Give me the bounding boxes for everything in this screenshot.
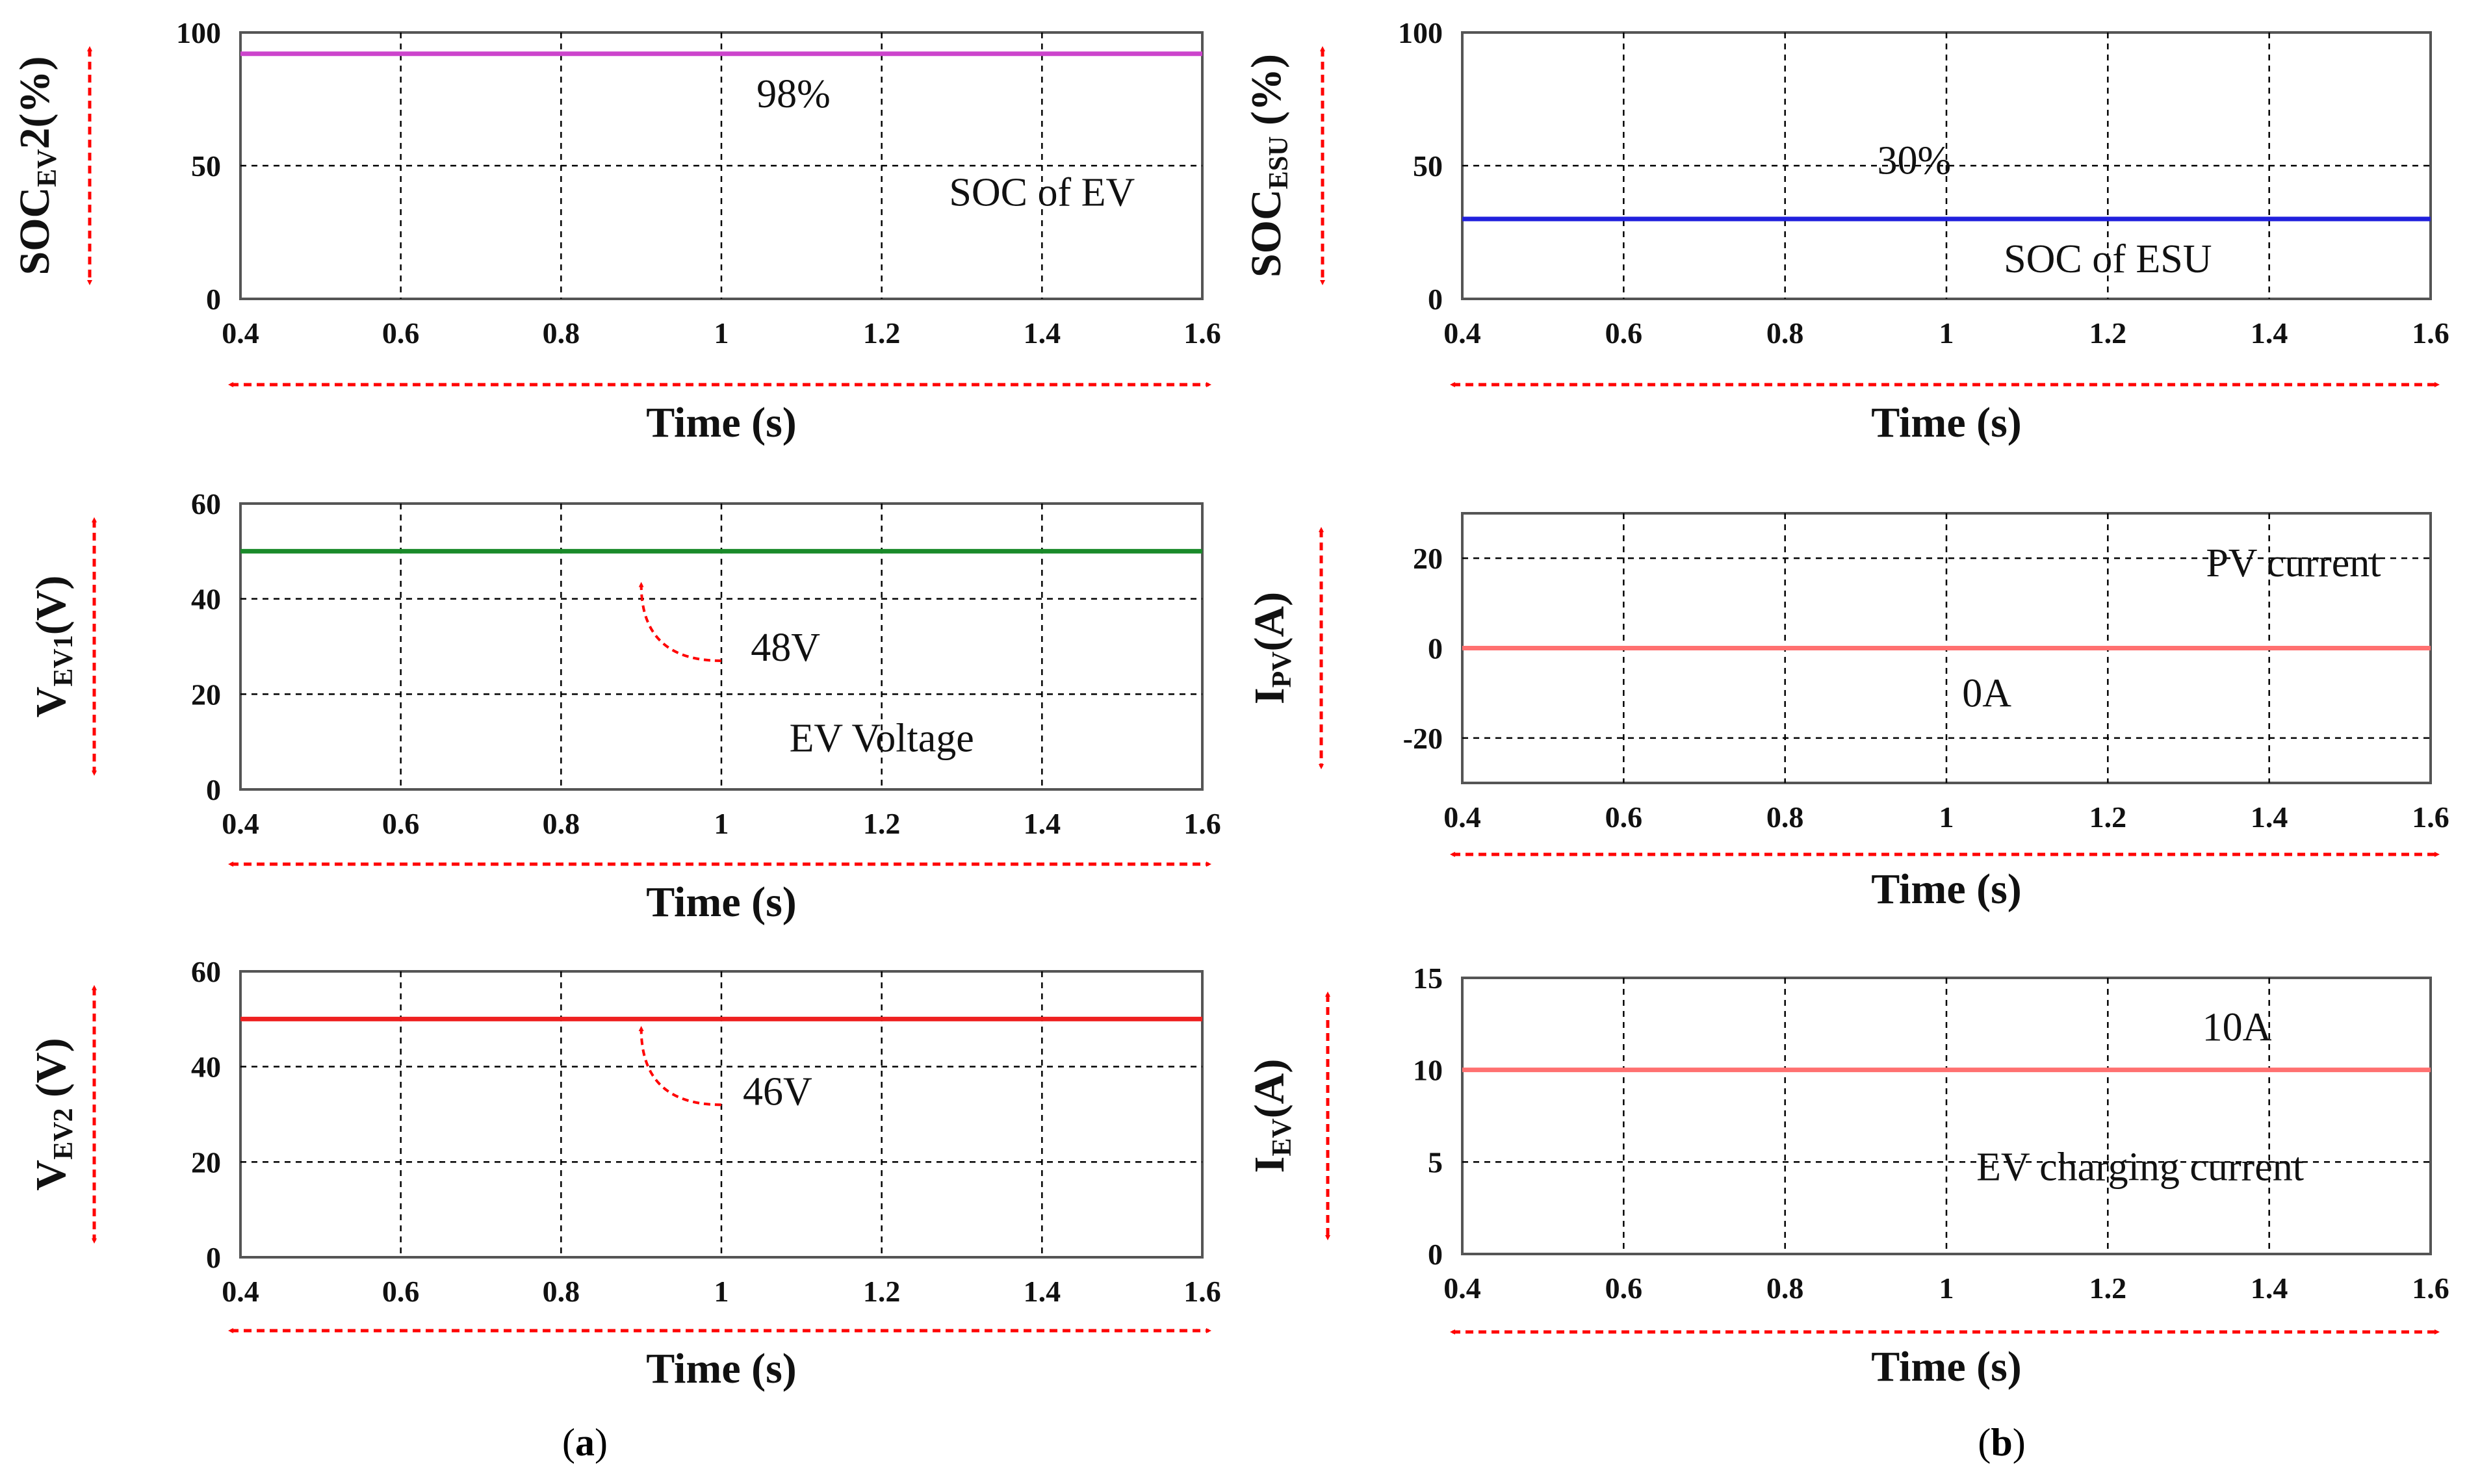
x-axis-label: Time (s) — [646, 1345, 797, 1392]
x-tick-label: 0.8 — [543, 807, 580, 840]
chart-panel-b3: 0.4 0.6 0.8 1 1.2 1.4 1.6 0 5 10 15 10A EV charging … — [1246, 962, 2449, 1390]
x-axis-label: Time (s) — [1871, 865, 2022, 913]
x-tick-label: 0.6 — [1605, 1272, 1643, 1305]
chart-panel-b1: 0.4 0.6 0.8 1 1.2 1.4 1.6 0 50 100 30% SOC of ESU SO… — [1243, 16, 2449, 446]
x-tick-label: 1.4 — [2251, 1272, 2288, 1305]
x-tick-label: 1 — [714, 807, 729, 840]
annotation-label: 0A — [1962, 671, 2011, 715]
x-tick-label: 1.4 — [2251, 800, 2288, 834]
caption-a: (a) — [562, 1421, 608, 1464]
x-tick-label: 1 — [1939, 1272, 1954, 1305]
annotation-label: 30% — [1878, 138, 1952, 183]
x-tick-label: 1.2 — [863, 807, 901, 840]
annotation-label: 10A — [2202, 1005, 2272, 1049]
x-tick-label: 0.8 — [543, 1275, 580, 1308]
x-tick-label: 0.8 — [1766, 800, 1804, 834]
y-axis-label: IPV(A) — [1246, 592, 1297, 704]
y-tick-label: 20 — [191, 678, 221, 711]
y-axis-label: VEV2 (V) — [27, 1038, 79, 1190]
x-tick-label: 1.6 — [1183, 1275, 1221, 1308]
x-tick-label: 0.4 — [222, 1275, 259, 1308]
y-tick-label: 50 — [1413, 149, 1443, 183]
chart-panel-a1: 0.4 0.6 0.8 1 1.2 1.4 1.6 0 50 100 98% SOC of EV SOC… — [11, 16, 1221, 446]
x-tick-label: 0.8 — [1766, 1272, 1804, 1305]
annotation-label: SOC of EV — [949, 171, 1135, 215]
x-tick-label: 1 — [714, 1275, 729, 1308]
x-tick-label: 0.6 — [1605, 800, 1643, 834]
y-tick-label: -20 — [1403, 722, 1443, 755]
y-axis-label: IEV(A) — [1246, 1059, 1297, 1173]
y-tick-label: 15 — [1413, 962, 1443, 995]
y-tick-label: 0 — [1428, 1238, 1443, 1271]
x-tick-label: 1.4 — [1024, 316, 1061, 350]
y-axis-label: VEV1(V) — [27, 576, 79, 718]
x-axis-label: Time (s) — [646, 399, 797, 446]
y-tick-label: 20 — [191, 1145, 221, 1179]
y-tick-label: 60 — [191, 487, 221, 520]
y-tick-label: 50 — [191, 149, 221, 183]
annotation-label: 46V — [743, 1069, 812, 1114]
x-tick-label: 1.6 — [2412, 316, 2449, 350]
x-tick-label: 1.4 — [2251, 316, 2288, 350]
annotation-label: 98% — [756, 72, 831, 116]
x-tick-label: 0.8 — [543, 316, 580, 350]
x-tick-label: 1.2 — [863, 316, 901, 350]
y-tick-label: 0 — [206, 1241, 221, 1274]
x-tick-label: 1.2 — [2089, 316, 2127, 350]
annotation-label: 48V — [751, 626, 820, 670]
caption-b: (b) — [1978, 1421, 2025, 1464]
x-tick-label: 0.8 — [1766, 316, 1804, 350]
x-tick-label: 0.6 — [382, 807, 420, 840]
y-axis-label: SOCESU (%) — [1243, 54, 1294, 277]
x-tick-label: 0.4 — [222, 807, 259, 840]
y-tick-label: 0 — [1428, 632, 1443, 665]
y-tick-label: 0 — [206, 773, 221, 806]
y-tick-label: 5 — [1428, 1145, 1443, 1179]
x-tick-label: 1.2 — [2089, 800, 2127, 834]
y-tick-label: 10 — [1413, 1054, 1443, 1087]
x-tick-label: 1.2 — [2089, 1272, 2127, 1305]
x-tick-label: 0.4 — [1443, 800, 1481, 834]
y-tick-label: 0 — [1428, 283, 1443, 316]
x-tick-label: 1 — [1939, 800, 1954, 834]
y-tick-label: 100 — [1398, 16, 1443, 49]
annotation-label: PV current — [2206, 541, 2381, 585]
y-tick-label: 0 — [206, 283, 221, 316]
x-tick-label: 0.6 — [382, 316, 420, 350]
x-tick-label: 1 — [714, 316, 729, 350]
x-axis-label: Time (s) — [646, 878, 797, 926]
x-tick-label: 0.6 — [382, 1275, 420, 1308]
x-axis-label: Time (s) — [1871, 1343, 2022, 1390]
y-tick-label: 40 — [191, 1051, 221, 1084]
y-axis-label: SOCEV2(%) — [11, 56, 62, 275]
x-tick-label: 1.6 — [2412, 800, 2449, 834]
x-tick-label: 0.4 — [1443, 1272, 1481, 1305]
x-axis-label: Time (s) — [1871, 399, 2022, 446]
annotation-label: EV Voltage — [790, 716, 974, 760]
y-tick-label: 100 — [176, 16, 221, 49]
y-tick-label: 20 — [1413, 542, 1443, 575]
chart-panel-a3: 0.4 0.6 0.8 1 1.2 1.4 1.6 0 20 40 60 46V VEV2 (V) Tim… — [27, 955, 1221, 1392]
annotation-label: EV charging current — [1976, 1145, 2304, 1190]
x-tick-label: 1 — [1939, 316, 1954, 350]
x-tick-label: 1.4 — [1024, 1275, 1061, 1308]
chart-panel-b2: 0.4 0.6 0.8 1 1.2 1.4 1.6 -20 0 20 PV current 0A IPV… — [1246, 512, 2449, 913]
x-tick-label: 1.6 — [1183, 316, 1221, 350]
chart-panel-a2: 0.4 0.6 0.8 1 1.2 1.4 1.6 0 20 40 60 48V EV Voltage V… — [27, 487, 1221, 926]
x-tick-label: 1.6 — [2412, 1272, 2449, 1305]
x-tick-label: 0.4 — [222, 316, 259, 350]
x-tick-label: 1.6 — [1183, 807, 1221, 840]
y-tick-label: 60 — [191, 955, 221, 988]
x-tick-label: 1.2 — [863, 1275, 901, 1308]
x-tick-label: 0.4 — [1443, 316, 1481, 350]
x-tick-label: 1.4 — [1024, 807, 1061, 840]
annotation-label: SOC of ESU — [2004, 237, 2212, 281]
y-tick-label: 40 — [191, 583, 221, 616]
x-tick-label: 0.6 — [1605, 316, 1643, 350]
